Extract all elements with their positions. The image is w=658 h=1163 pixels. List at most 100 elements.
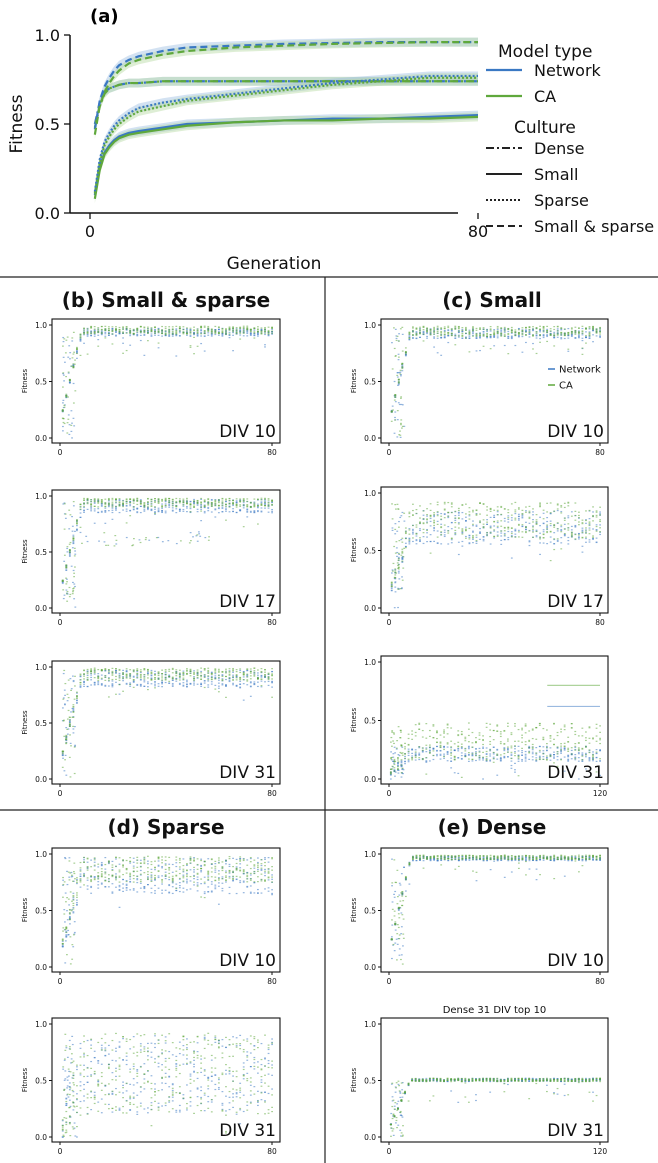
scatter-point-ca — [507, 509, 510, 511]
scatter-point-ca — [538, 723, 541, 725]
scatter-point-network — [139, 332, 142, 334]
scatter-point-network — [433, 336, 436, 338]
scatter-point-ca — [588, 751, 591, 754]
scatter-point-ca — [475, 539, 478, 542]
scatter-point-ca — [68, 756, 71, 759]
scatter-point-network — [585, 752, 587, 755]
scatter-point-ca — [578, 332, 580, 334]
scatter-point-ca — [532, 348, 534, 350]
scatter-point-ca — [489, 508, 492, 510]
scatter-point-ca — [115, 678, 117, 680]
scatter-point-ca — [196, 671, 199, 673]
scatter-point-ca — [500, 505, 503, 508]
scatter-point-network — [64, 754, 67, 757]
scatter-point-ca — [503, 534, 506, 536]
scatter-point-network — [72, 541, 75, 543]
scatter-point-network — [264, 504, 266, 506]
scatter-point-network — [122, 675, 124, 678]
scatter-point-ca — [475, 737, 477, 739]
scatter-point-ca — [182, 332, 185, 334]
scatter-point-ca — [154, 501, 156, 503]
scatter-point-network — [207, 677, 210, 680]
scatter-point-ca — [69, 776, 72, 778]
scatter-point-ca — [111, 503, 114, 505]
scatter-point-ca — [446, 727, 449, 729]
scatter-point-network — [412, 337, 414, 340]
scatter-point-ca — [157, 678, 160, 680]
scatter-point-ca — [74, 566, 76, 568]
scatter-point-network — [97, 681, 100, 683]
scatter-point-ca — [506, 722, 509, 724]
scatter-point-ca — [581, 353, 584, 355]
scatter-point-ca — [517, 757, 520, 759]
scatter-point-network — [578, 337, 580, 339]
scatter-point-ca — [578, 511, 580, 513]
scatter-point-network — [154, 511, 156, 513]
scatter-point-ca — [100, 677, 103, 679]
scatter-point-ca — [203, 330, 206, 332]
scatter-point-network — [76, 882, 78, 885]
scatter-point-ca — [493, 334, 496, 336]
scatter-point-network — [271, 512, 273, 514]
scatter-point-network — [390, 759, 393, 761]
scatter-point-ca — [93, 328, 96, 330]
scatter-point-ca — [72, 588, 74, 590]
scatter-point-network — [79, 873, 82, 875]
scatter-point-network — [257, 503, 259, 505]
scatter-point-network — [426, 532, 428, 534]
scatter-point-ca — [69, 514, 72, 516]
scatter-point-network — [535, 333, 538, 335]
scatter-point-network — [457, 511, 460, 513]
scatter-point-ca — [232, 328, 234, 330]
scatter-point-ca — [210, 679, 213, 681]
scatter-point-network — [528, 540, 531, 542]
scatter-point-network — [517, 328, 520, 330]
scatter-point-ca — [246, 500, 249, 502]
scatter-point-network — [396, 436, 399, 438]
scatter-point-ca — [228, 677, 231, 679]
scatter-point-ca — [443, 524, 446, 526]
scatter-point-network — [63, 770, 66, 772]
scatter-point-network — [79, 516, 82, 518]
subplot-y-tick-label: 1.0 — [35, 663, 47, 672]
scatter-point-network — [446, 752, 449, 754]
scatter-point-ca — [69, 716, 71, 719]
scatter-point-ca — [496, 331, 499, 333]
scatter-point-network — [90, 674, 93, 676]
scatter-point-network — [414, 749, 417, 751]
scatter-point-network — [100, 684, 103, 686]
scatter-point-ca — [577, 735, 580, 737]
scatter-point-network — [72, 382, 75, 385]
scatter-point-ca — [563, 745, 566, 747]
scatter-point-network — [189, 508, 192, 510]
scatter-point-network — [228, 511, 231, 513]
scatter-point-network — [125, 510, 128, 512]
scatter-point-network — [585, 519, 587, 521]
scatter-point-ca — [581, 531, 584, 534]
scatter-point-ca — [157, 502, 160, 504]
scatter-point-ca — [421, 749, 424, 751]
scatter-point-network — [264, 507, 266, 509]
scatter-point-network — [496, 335, 499, 337]
scatter-point-ca — [521, 729, 523, 731]
scatter-point-ca — [196, 328, 199, 330]
scatter-point-ca — [182, 504, 185, 506]
scatter-point-network — [267, 680, 270, 683]
scatter-point-network — [196, 333, 199, 335]
scatter-point-network — [154, 683, 156, 685]
scatter-point-ca — [404, 531, 407, 534]
scatter-point-network — [415, 331, 418, 333]
scatter-point-network — [443, 747, 445, 749]
scatter-point-ca — [214, 330, 217, 332]
scatter-point-ca — [397, 588, 400, 590]
scatter-point-ca — [581, 522, 584, 524]
scatter-point-network — [577, 752, 580, 754]
scatter-point-ca — [411, 730, 414, 732]
scatter-point-ca — [90, 503, 93, 505]
scatter-point-ca — [66, 718, 69, 720]
scatter-point-network — [482, 536, 485, 538]
scatter-point-ca — [433, 512, 436, 514]
scatter-point-ca — [217, 668, 220, 670]
scatter-point-ca — [104, 328, 107, 330]
scatter-point-network — [115, 671, 117, 674]
